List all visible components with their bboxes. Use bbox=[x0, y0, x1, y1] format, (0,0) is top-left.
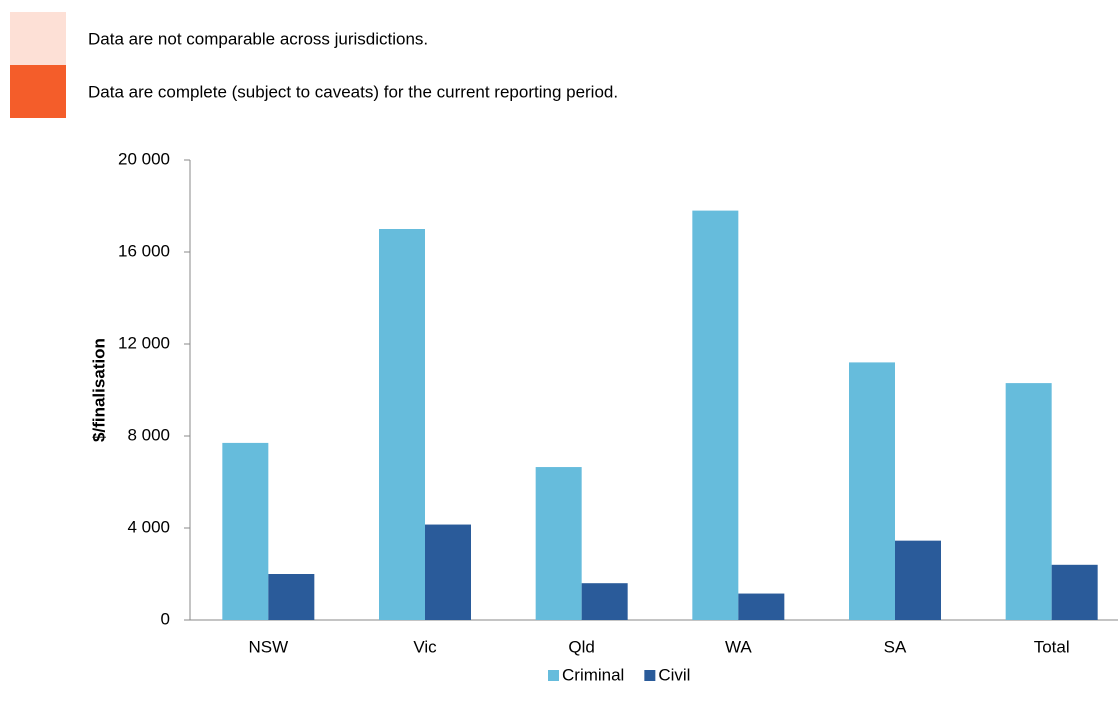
bar bbox=[895, 540, 941, 620]
bar bbox=[692, 210, 739, 620]
note-swatch bbox=[10, 12, 66, 65]
x-tick-label: WA bbox=[725, 637, 752, 656]
y-tick-label: 8 000 bbox=[127, 425, 170, 444]
y-tick-label: 16 000 bbox=[118, 241, 170, 260]
legend-swatch bbox=[644, 670, 656, 681]
y-tick-label: 4 000 bbox=[127, 517, 170, 536]
y-tick-label: 0 bbox=[161, 609, 170, 628]
bar bbox=[1051, 564, 1098, 620]
x-tick-label: Vic bbox=[413, 637, 437, 656]
bar bbox=[425, 524, 471, 620]
y-axis-label: $/finalisation bbox=[89, 338, 108, 442]
note-text: Data are not comparable across jurisdict… bbox=[88, 29, 428, 48]
legend-label: Civil bbox=[658, 665, 690, 684]
x-tick-label: Total bbox=[1034, 637, 1070, 656]
note-text: Data are complete (subject to caveats) f… bbox=[88, 82, 618, 101]
x-tick-label: Qld bbox=[568, 637, 594, 656]
legend-swatch bbox=[548, 670, 559, 681]
y-tick-label: 12 000 bbox=[118, 333, 170, 352]
y-tick-label: 20 000 bbox=[118, 149, 170, 168]
legend-label: Criminal bbox=[562, 665, 624, 684]
bar bbox=[581, 583, 628, 620]
x-tick-label: NSW bbox=[248, 637, 288, 656]
bar bbox=[379, 229, 425, 620]
bar bbox=[222, 442, 269, 620]
bar bbox=[1005, 383, 1052, 620]
note-swatch bbox=[10, 65, 66, 118]
bar bbox=[535, 467, 582, 620]
bar bbox=[268, 574, 315, 620]
bar bbox=[849, 362, 895, 620]
x-tick-label: SA bbox=[884, 637, 907, 656]
bar bbox=[738, 593, 785, 620]
